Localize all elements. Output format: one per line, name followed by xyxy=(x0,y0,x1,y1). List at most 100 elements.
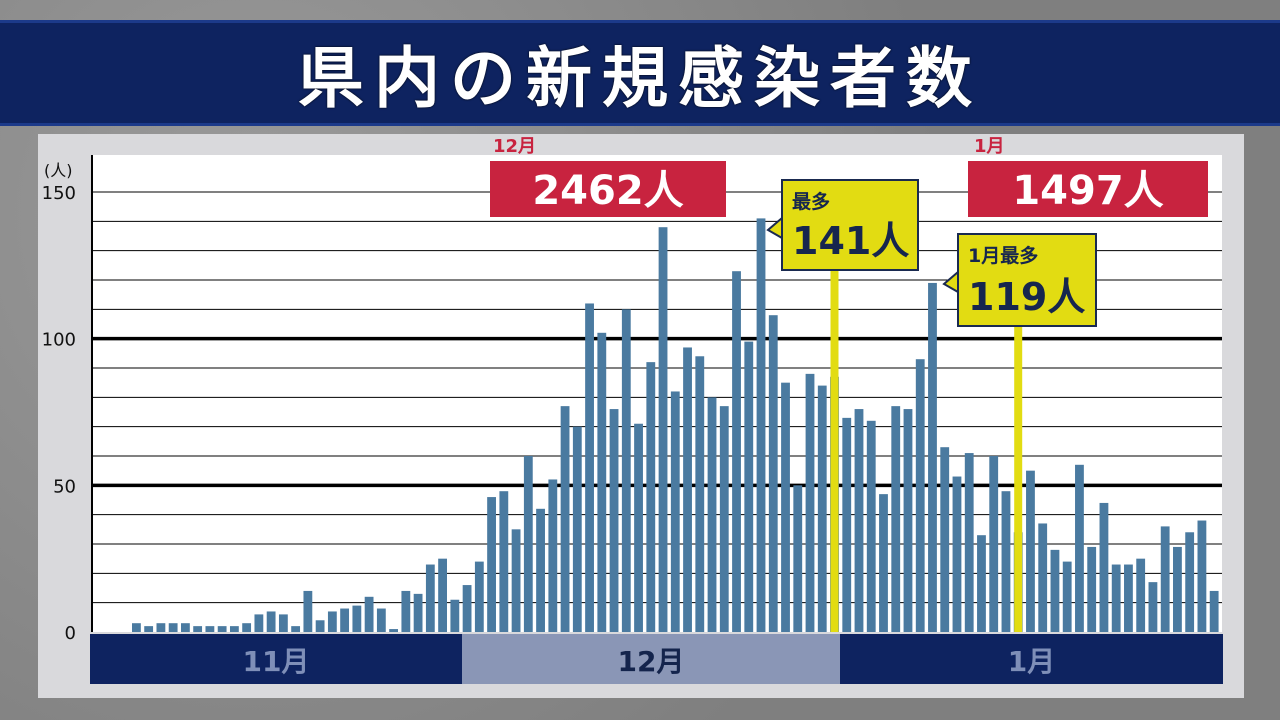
callout-label: 1月最多 xyxy=(968,244,1038,267)
bar xyxy=(891,406,901,632)
callout-value: 119人 xyxy=(968,275,1085,319)
bar xyxy=(548,479,558,632)
bar xyxy=(425,564,435,632)
bar xyxy=(168,623,178,632)
bar xyxy=(1099,502,1109,632)
bar xyxy=(352,605,362,632)
bar xyxy=(781,382,790,632)
bar xyxy=(487,497,496,632)
bar xyxy=(180,623,190,632)
bar xyxy=(768,315,778,632)
callout-pointer xyxy=(942,269,959,294)
bar xyxy=(964,453,974,632)
chart-title: 県内の新規感染者数 xyxy=(298,40,982,117)
bar xyxy=(291,626,301,632)
month-total-label: 1月 xyxy=(974,136,1005,157)
bar xyxy=(621,309,631,632)
bar xyxy=(597,332,607,632)
month-total-value: 2462人 xyxy=(532,168,683,214)
bar xyxy=(278,614,288,632)
y-tick-label: 150 xyxy=(42,183,76,204)
month-total-label: 12月 xyxy=(493,136,536,157)
bar xyxy=(793,485,803,632)
bar xyxy=(1124,564,1133,632)
month-band xyxy=(840,634,1223,684)
bar xyxy=(805,373,815,632)
bar xyxy=(1050,549,1060,632)
callout-label: 最多 xyxy=(792,190,830,213)
bar xyxy=(1136,558,1146,632)
month-label: 11月 xyxy=(243,645,310,678)
bar xyxy=(756,218,766,632)
callout-value: 141人 xyxy=(792,219,909,263)
bar xyxy=(450,599,460,632)
bar xyxy=(242,623,252,632)
bar xyxy=(585,303,594,632)
bar xyxy=(193,626,203,632)
bar xyxy=(903,409,913,632)
bar xyxy=(1075,464,1084,632)
bar xyxy=(915,359,925,632)
bar xyxy=(401,590,411,632)
bar xyxy=(1111,564,1121,632)
bar xyxy=(438,558,447,632)
bar xyxy=(1185,532,1195,632)
bar xyxy=(879,494,888,632)
bar xyxy=(376,608,386,632)
bar xyxy=(609,409,619,632)
title-bar: 県内の新規感染者数 xyxy=(0,20,1280,126)
bar xyxy=(266,611,276,632)
bar xyxy=(744,341,754,632)
month-total-value: 1497人 xyxy=(1012,168,1163,214)
bar xyxy=(817,385,827,632)
bar xyxy=(144,626,154,632)
bar xyxy=(156,623,166,632)
bar xyxy=(634,423,643,632)
bar xyxy=(303,590,313,632)
month-label: 12月 xyxy=(618,645,685,678)
month-total-box xyxy=(490,161,726,217)
bar xyxy=(1026,470,1035,632)
bar xyxy=(1148,582,1158,632)
bar xyxy=(560,406,570,632)
bar xyxy=(254,614,264,632)
bar xyxy=(1209,590,1219,632)
bar xyxy=(646,362,656,632)
bar xyxy=(572,426,582,632)
bar xyxy=(523,456,533,632)
bar xyxy=(658,227,668,632)
bar xyxy=(511,529,521,632)
bar xyxy=(1197,520,1207,632)
bar xyxy=(977,535,986,632)
bar xyxy=(364,596,374,632)
bar xyxy=(536,508,545,632)
bar xyxy=(1001,491,1011,632)
bar xyxy=(1087,546,1097,632)
month-band xyxy=(462,634,840,684)
bar xyxy=(1038,523,1048,632)
callout-highlight-line xyxy=(1014,276,1023,632)
bar xyxy=(132,623,141,632)
bar xyxy=(952,476,962,632)
bar xyxy=(1173,546,1182,632)
bar xyxy=(499,491,509,632)
bar xyxy=(389,629,399,632)
month-total-box xyxy=(968,161,1208,217)
bar xyxy=(989,456,999,632)
bar xyxy=(732,271,741,632)
bar xyxy=(928,282,937,632)
bar xyxy=(462,585,472,632)
bar xyxy=(327,611,337,632)
y-tick-label: 50 xyxy=(53,476,76,497)
bar xyxy=(315,620,325,632)
month-label: 1月 xyxy=(1008,645,1055,678)
bar xyxy=(474,561,484,632)
bar xyxy=(683,347,692,632)
y-tick-label: 0 xyxy=(65,623,76,644)
y-axis-unit: (人) xyxy=(44,161,73,180)
month-band xyxy=(90,634,462,684)
bar xyxy=(340,608,350,632)
bar xyxy=(866,420,876,632)
bar xyxy=(413,593,423,632)
